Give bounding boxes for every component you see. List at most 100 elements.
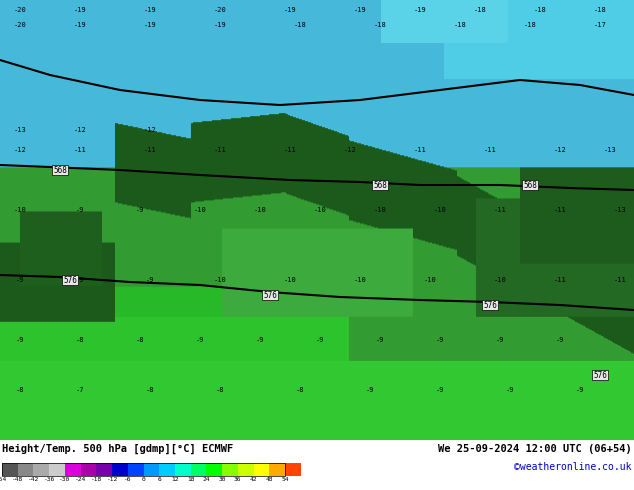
Bar: [285, 463, 301, 476]
Text: -12: -12: [344, 147, 356, 153]
Text: -12: -12: [144, 127, 157, 133]
Text: 6: 6: [157, 477, 161, 482]
Bar: [81, 463, 96, 476]
Text: -9: -9: [16, 277, 24, 283]
Bar: [175, 463, 191, 476]
Text: -10: -10: [254, 207, 266, 213]
Text: -8: -8: [136, 337, 145, 343]
Text: -9: -9: [376, 337, 384, 343]
Text: -10: -10: [283, 277, 296, 283]
Text: -13: -13: [614, 207, 626, 213]
Text: -9: -9: [75, 277, 84, 283]
Text: 568: 568: [373, 180, 387, 190]
Text: -19: -19: [144, 22, 157, 28]
Text: -10: -10: [214, 277, 226, 283]
Text: -18: -18: [474, 7, 486, 13]
Text: -18: -18: [91, 477, 102, 482]
Text: -9: -9: [196, 337, 204, 343]
Text: -9: -9: [256, 337, 264, 343]
Text: -36: -36: [44, 477, 55, 482]
Text: -20: -20: [13, 22, 27, 28]
Text: -11: -11: [494, 207, 507, 213]
Text: -8: -8: [16, 387, 24, 393]
Bar: [96, 463, 112, 476]
Text: -48: -48: [12, 477, 23, 482]
Bar: [49, 463, 65, 476]
Text: -13: -13: [604, 147, 616, 153]
Text: We 25-09-2024 12:00 UTC (06+54): We 25-09-2024 12:00 UTC (06+54): [438, 444, 632, 454]
Text: -9: -9: [316, 337, 324, 343]
Text: 36: 36: [234, 477, 242, 482]
Text: -12: -12: [107, 477, 118, 482]
Bar: [159, 463, 175, 476]
Text: ©weatheronline.co.uk: ©weatheronline.co.uk: [515, 462, 632, 472]
Text: -9: -9: [436, 337, 444, 343]
Text: -18: -18: [373, 22, 386, 28]
Text: -18: -18: [593, 7, 606, 13]
Text: -8: -8: [75, 337, 84, 343]
Text: -19: -19: [74, 22, 86, 28]
Text: -10: -10: [193, 207, 207, 213]
Text: -10: -10: [354, 277, 366, 283]
Text: -20: -20: [214, 7, 226, 13]
Text: -12: -12: [553, 147, 566, 153]
Text: -20: -20: [13, 7, 27, 13]
Bar: [143, 463, 159, 476]
Text: -9: -9: [496, 337, 504, 343]
Text: -6: -6: [124, 477, 131, 482]
Bar: [222, 463, 238, 476]
Text: 576: 576: [263, 291, 277, 299]
Text: -11: -11: [214, 147, 226, 153]
Text: -13: -13: [13, 127, 27, 133]
Text: -11: -11: [283, 147, 296, 153]
Text: -10: -10: [434, 207, 446, 213]
Bar: [128, 463, 143, 476]
Text: -9: -9: [366, 387, 374, 393]
Text: -9: -9: [506, 387, 514, 393]
Text: 24: 24: [203, 477, 210, 482]
Text: -8: -8: [146, 387, 154, 393]
Text: 42: 42: [250, 477, 257, 482]
Bar: [34, 463, 49, 476]
Text: 576: 576: [63, 275, 77, 285]
Text: -30: -30: [59, 477, 70, 482]
Text: -10: -10: [13, 207, 27, 213]
Bar: [2, 463, 18, 476]
Text: -9: -9: [75, 207, 84, 213]
Bar: [2, 463, 285, 476]
Text: -18: -18: [534, 7, 547, 13]
Bar: [18, 463, 34, 476]
Text: -11: -11: [553, 207, 566, 213]
Text: 0: 0: [141, 477, 145, 482]
Text: -10: -10: [424, 277, 436, 283]
Text: -18: -18: [524, 22, 536, 28]
Bar: [269, 463, 285, 476]
Bar: [65, 463, 81, 476]
Text: -10: -10: [494, 277, 507, 283]
Text: 30: 30: [218, 477, 226, 482]
Text: -8: -8: [216, 387, 224, 393]
Text: 576: 576: [593, 370, 607, 380]
Text: -19: -19: [413, 7, 427, 13]
Text: -11: -11: [413, 147, 427, 153]
Text: -18: -18: [453, 22, 467, 28]
Text: -8: -8: [295, 387, 304, 393]
Text: -19: -19: [144, 7, 157, 13]
Text: -11: -11: [484, 147, 496, 153]
Text: -9: -9: [576, 387, 585, 393]
Text: 18: 18: [187, 477, 195, 482]
Text: -18: -18: [294, 22, 306, 28]
Text: 54: 54: [281, 477, 288, 482]
Bar: [191, 463, 207, 476]
Bar: [207, 463, 222, 476]
Text: -9: -9: [436, 387, 444, 393]
Bar: [254, 463, 269, 476]
Text: -54: -54: [0, 477, 8, 482]
Text: -10: -10: [373, 207, 386, 213]
Text: -11: -11: [144, 147, 157, 153]
Text: 568: 568: [523, 180, 537, 190]
Text: -12: -12: [74, 127, 86, 133]
Text: -12: -12: [13, 147, 27, 153]
Text: -9: -9: [16, 337, 24, 343]
Text: -17: -17: [593, 22, 606, 28]
